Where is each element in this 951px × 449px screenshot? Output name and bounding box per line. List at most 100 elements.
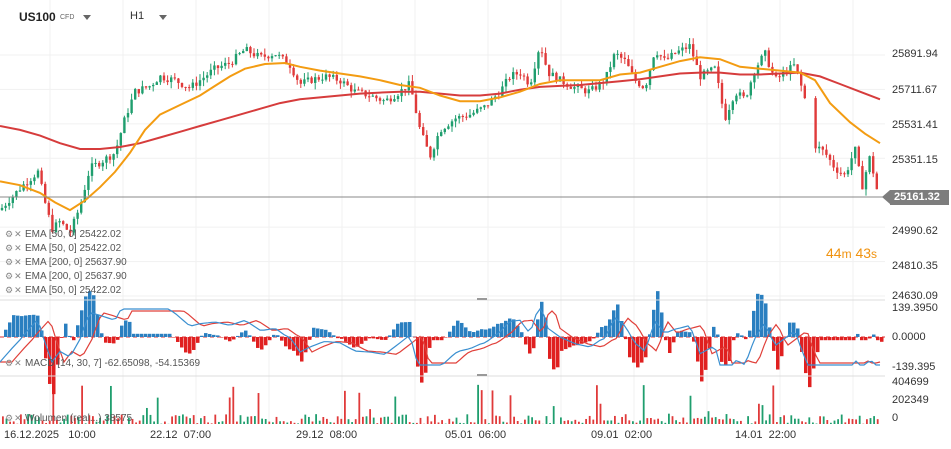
volume-bar	[135, 422, 137, 424]
pane-resize-handle-1[interactable]	[477, 298, 487, 300]
volume-bar	[315, 414, 317, 424]
settings-close-icon[interactable]: ⚙✕	[5, 358, 23, 368]
volume-bar	[552, 406, 555, 424]
candle-body	[26, 184, 29, 186]
macd-legend[interactable]: ⚙✕ MACD [14, 30, 7] -62.65098, -54.15369	[5, 357, 200, 370]
volume-bar	[596, 385, 598, 424]
volume-label: Wolumen (real...) 38575	[25, 413, 133, 424]
macd-histogram-bar	[96, 314, 100, 337]
volume-bar	[426, 416, 429, 424]
settings-close-icon[interactable]: ⚙✕	[5, 229, 23, 239]
volume-bar	[783, 415, 785, 424]
volume-bar	[398, 416, 400, 424]
candle-body	[227, 62, 230, 64]
candle-body	[576, 85, 580, 88]
candle-body	[65, 224, 68, 230]
volume-bar	[455, 417, 458, 424]
volume-bar	[9, 421, 11, 424]
candle-body	[569, 86, 572, 89]
candle-body	[778, 76, 781, 78]
candle-body	[436, 136, 439, 150]
volume-bar	[754, 421, 757, 424]
candle-body	[44, 183, 47, 203]
settings-close-icon[interactable]: ⚙✕	[5, 243, 23, 253]
macd-histogram-bar	[276, 335, 280, 337]
settings-close-icon[interactable]: ⚙✕	[5, 257, 23, 267]
volume-bar	[534, 420, 537, 424]
candle-body	[152, 84, 155, 87]
candle-body	[663, 56, 666, 58]
timeframe-selector[interactable]: H1	[130, 10, 145, 22]
macd-histogram-bar	[284, 337, 288, 347]
macd-histogram-bar	[280, 337, 284, 341]
macd-histogram-bar	[628, 337, 632, 358]
timeframe-dropdown-icon[interactable]	[159, 15, 167, 20]
indicator-legend-row[interactable]: ⚙✕ EMA [50, 0] 25422.02	[5, 228, 121, 241]
indicator-legend-row[interactable]: ⚙✕ EMA [200, 0] 25637.90	[5, 256, 127, 269]
candle-body	[814, 98, 817, 149]
candle-body	[350, 85, 353, 92]
volume-bar	[333, 422, 335, 424]
indicator-legend-row[interactable]: ⚙✕ EMA [50, 0] 25422.02	[5, 284, 121, 297]
candle-body	[483, 105, 486, 108]
macd-histogram-bar	[336, 337, 340, 339]
volume-bar	[92, 416, 94, 424]
candle-body	[836, 167, 839, 173]
macd-histogram-bar	[28, 315, 32, 337]
candle-body	[137, 89, 140, 94]
indicator-legend-row[interactable]: ⚙✕ EMA [200, 0] 25637.90	[5, 270, 127, 283]
settings-close-icon[interactable]: ⚙✕	[5, 285, 23, 295]
price-axis-label: 25711.67	[892, 84, 938, 96]
macd-histogram-bar	[312, 327, 316, 337]
volume-bar	[282, 421, 285, 424]
candle-body	[519, 74, 522, 76]
candle-body	[728, 109, 731, 120]
macd-histogram-bar	[132, 333, 136, 337]
volume-bar	[502, 421, 505, 424]
volume-bar	[538, 420, 541, 424]
candle-body	[414, 94, 418, 113]
macd-histogram-bar	[224, 337, 228, 340]
candle-body	[821, 146, 824, 150]
macd-histogram-bar	[876, 337, 880, 341]
volume-bar	[88, 415, 91, 424]
volume-legend[interactable]: ⚙✕ Wolumen (real...) 38575	[5, 412, 132, 425]
candle-body	[512, 72, 515, 80]
macd-axis-label: 139.3950	[892, 302, 938, 314]
volume-bar	[495, 415, 497, 424]
macd-histogram-bar	[148, 333, 152, 337]
volume-bar	[304, 414, 307, 424]
volume-bar	[347, 419, 350, 424]
candle-body	[33, 177, 36, 182]
macd-histogram-bar	[836, 337, 840, 341]
volume-bar	[574, 419, 577, 424]
indicator-legend-row[interactable]: ⚙✕ EMA [50, 0] 25422.02	[5, 242, 121, 255]
volume-bar	[848, 418, 850, 424]
macd-histogram-bar	[248, 335, 252, 337]
candle-body	[458, 116, 461, 119]
settings-close-icon[interactable]: ⚙✕	[5, 271, 23, 281]
macd-histogram-bar	[656, 291, 660, 337]
volume-bar	[524, 419, 526, 424]
candle-body	[216, 65, 220, 69]
volume-bar	[520, 423, 523, 424]
volume-bar	[812, 422, 814, 424]
macd-histogram-bar	[708, 337, 712, 349]
macd-histogram-bar	[200, 335, 204, 337]
symbol-name[interactable]: US100	[19, 10, 56, 24]
volume-bar	[372, 417, 375, 424]
macd-histogram-bar	[792, 322, 796, 337]
macd-histogram-bar	[296, 337, 300, 356]
settings-close-icon[interactable]: ⚙✕	[5, 413, 23, 423]
volume-bar	[437, 422, 440, 424]
volume-bar	[664, 422, 667, 424]
volume-bar	[779, 417, 782, 424]
candle-body	[195, 82, 198, 86]
macd-histogram-bar	[824, 337, 828, 341]
pane-resize-handle-2[interactable]	[477, 374, 487, 376]
symbol-dropdown-icon[interactable]	[83, 15, 91, 20]
macd-histogram-bar	[548, 337, 552, 359]
volume-bar	[750, 423, 753, 424]
volume-bar	[182, 414, 184, 424]
